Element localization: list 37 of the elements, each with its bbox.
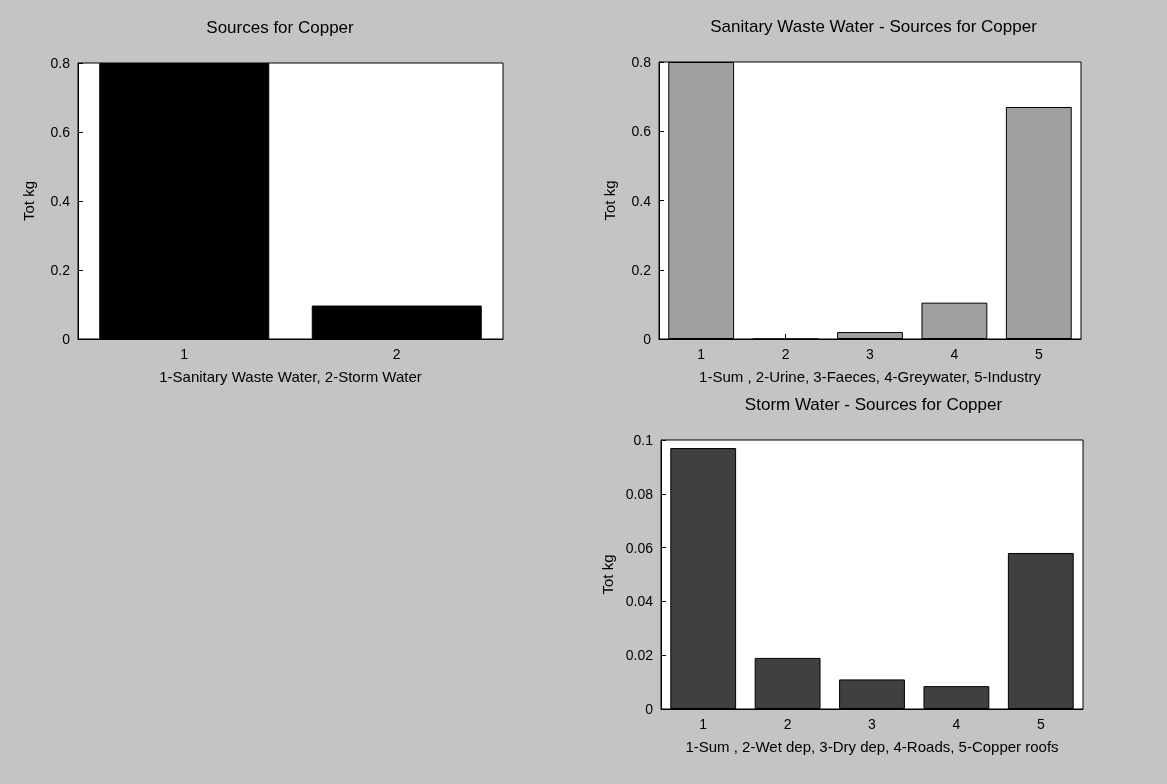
y-tick-label: 0.1	[633, 432, 654, 448]
y-axis-title: Tot kg	[20, 180, 37, 222]
x-tick-label: 5	[1034, 346, 1043, 362]
y-tick-label: 0.02	[625, 647, 654, 664]
y-tick-label: 0.2	[631, 261, 652, 278]
x-tick-label: 1	[699, 716, 708, 732]
x-axis-title: 1-Sanitary Waste Water, 2-Storm Water	[159, 368, 422, 385]
x-axis-title: 1-Sum , 2-Wet dep, 3-Dry dep, 4-Roads, 5-Copper roofs	[685, 738, 1059, 755]
y-tick-label: 0.04	[625, 593, 654, 610]
x-tick-label: 1	[180, 346, 189, 362]
x-axis-title: 1-Sum , 2-Urine, 3-Faeces, 4-Greywater, 5-Industry	[699, 368, 1042, 385]
y-tick-label: 0.2	[50, 262, 71, 278]
x-tick-label: 2	[392, 346, 401, 362]
y-tick-label: 0.6	[50, 124, 71, 140]
y-tick-label: 0.4	[50, 193, 71, 209]
y-tick-label: 0	[643, 331, 652, 347]
x-tick-label: 3	[866, 346, 875, 362]
y-axis-title: Tot kg	[598, 554, 616, 595]
x-tick-label: 4	[952, 716, 961, 732]
y-tick-label: 0.8	[50, 55, 71, 71]
y-axis-title: Tot kg	[601, 180, 618, 221]
chart-title: Storm Water - Sources for Copper	[744, 395, 1003, 414]
y-tick-label: 0.08	[625, 485, 654, 502]
x-tick-label: 1	[697, 346, 706, 362]
x-tick-label: 2	[781, 346, 790, 362]
x-tick-label: 3	[868, 716, 877, 732]
y-tick-label: 0.06	[625, 539, 654, 556]
chart-title: Sanitary Waste Water - Sources for Copper	[710, 17, 1038, 36]
chart-title: Sources for Copper	[206, 18, 355, 37]
y-tick-label: 0	[62, 331, 71, 347]
y-tick-label: 0.6	[631, 123, 652, 140]
y-tick-label: 0	[645, 701, 654, 717]
y-tick-label: 0.8	[631, 54, 652, 70]
x-tick-label: 2	[783, 716, 792, 732]
y-tick-label: 0.4	[631, 192, 652, 209]
x-tick-label: 5	[1036, 716, 1045, 732]
x-tick-label: 4	[950, 346, 959, 362]
